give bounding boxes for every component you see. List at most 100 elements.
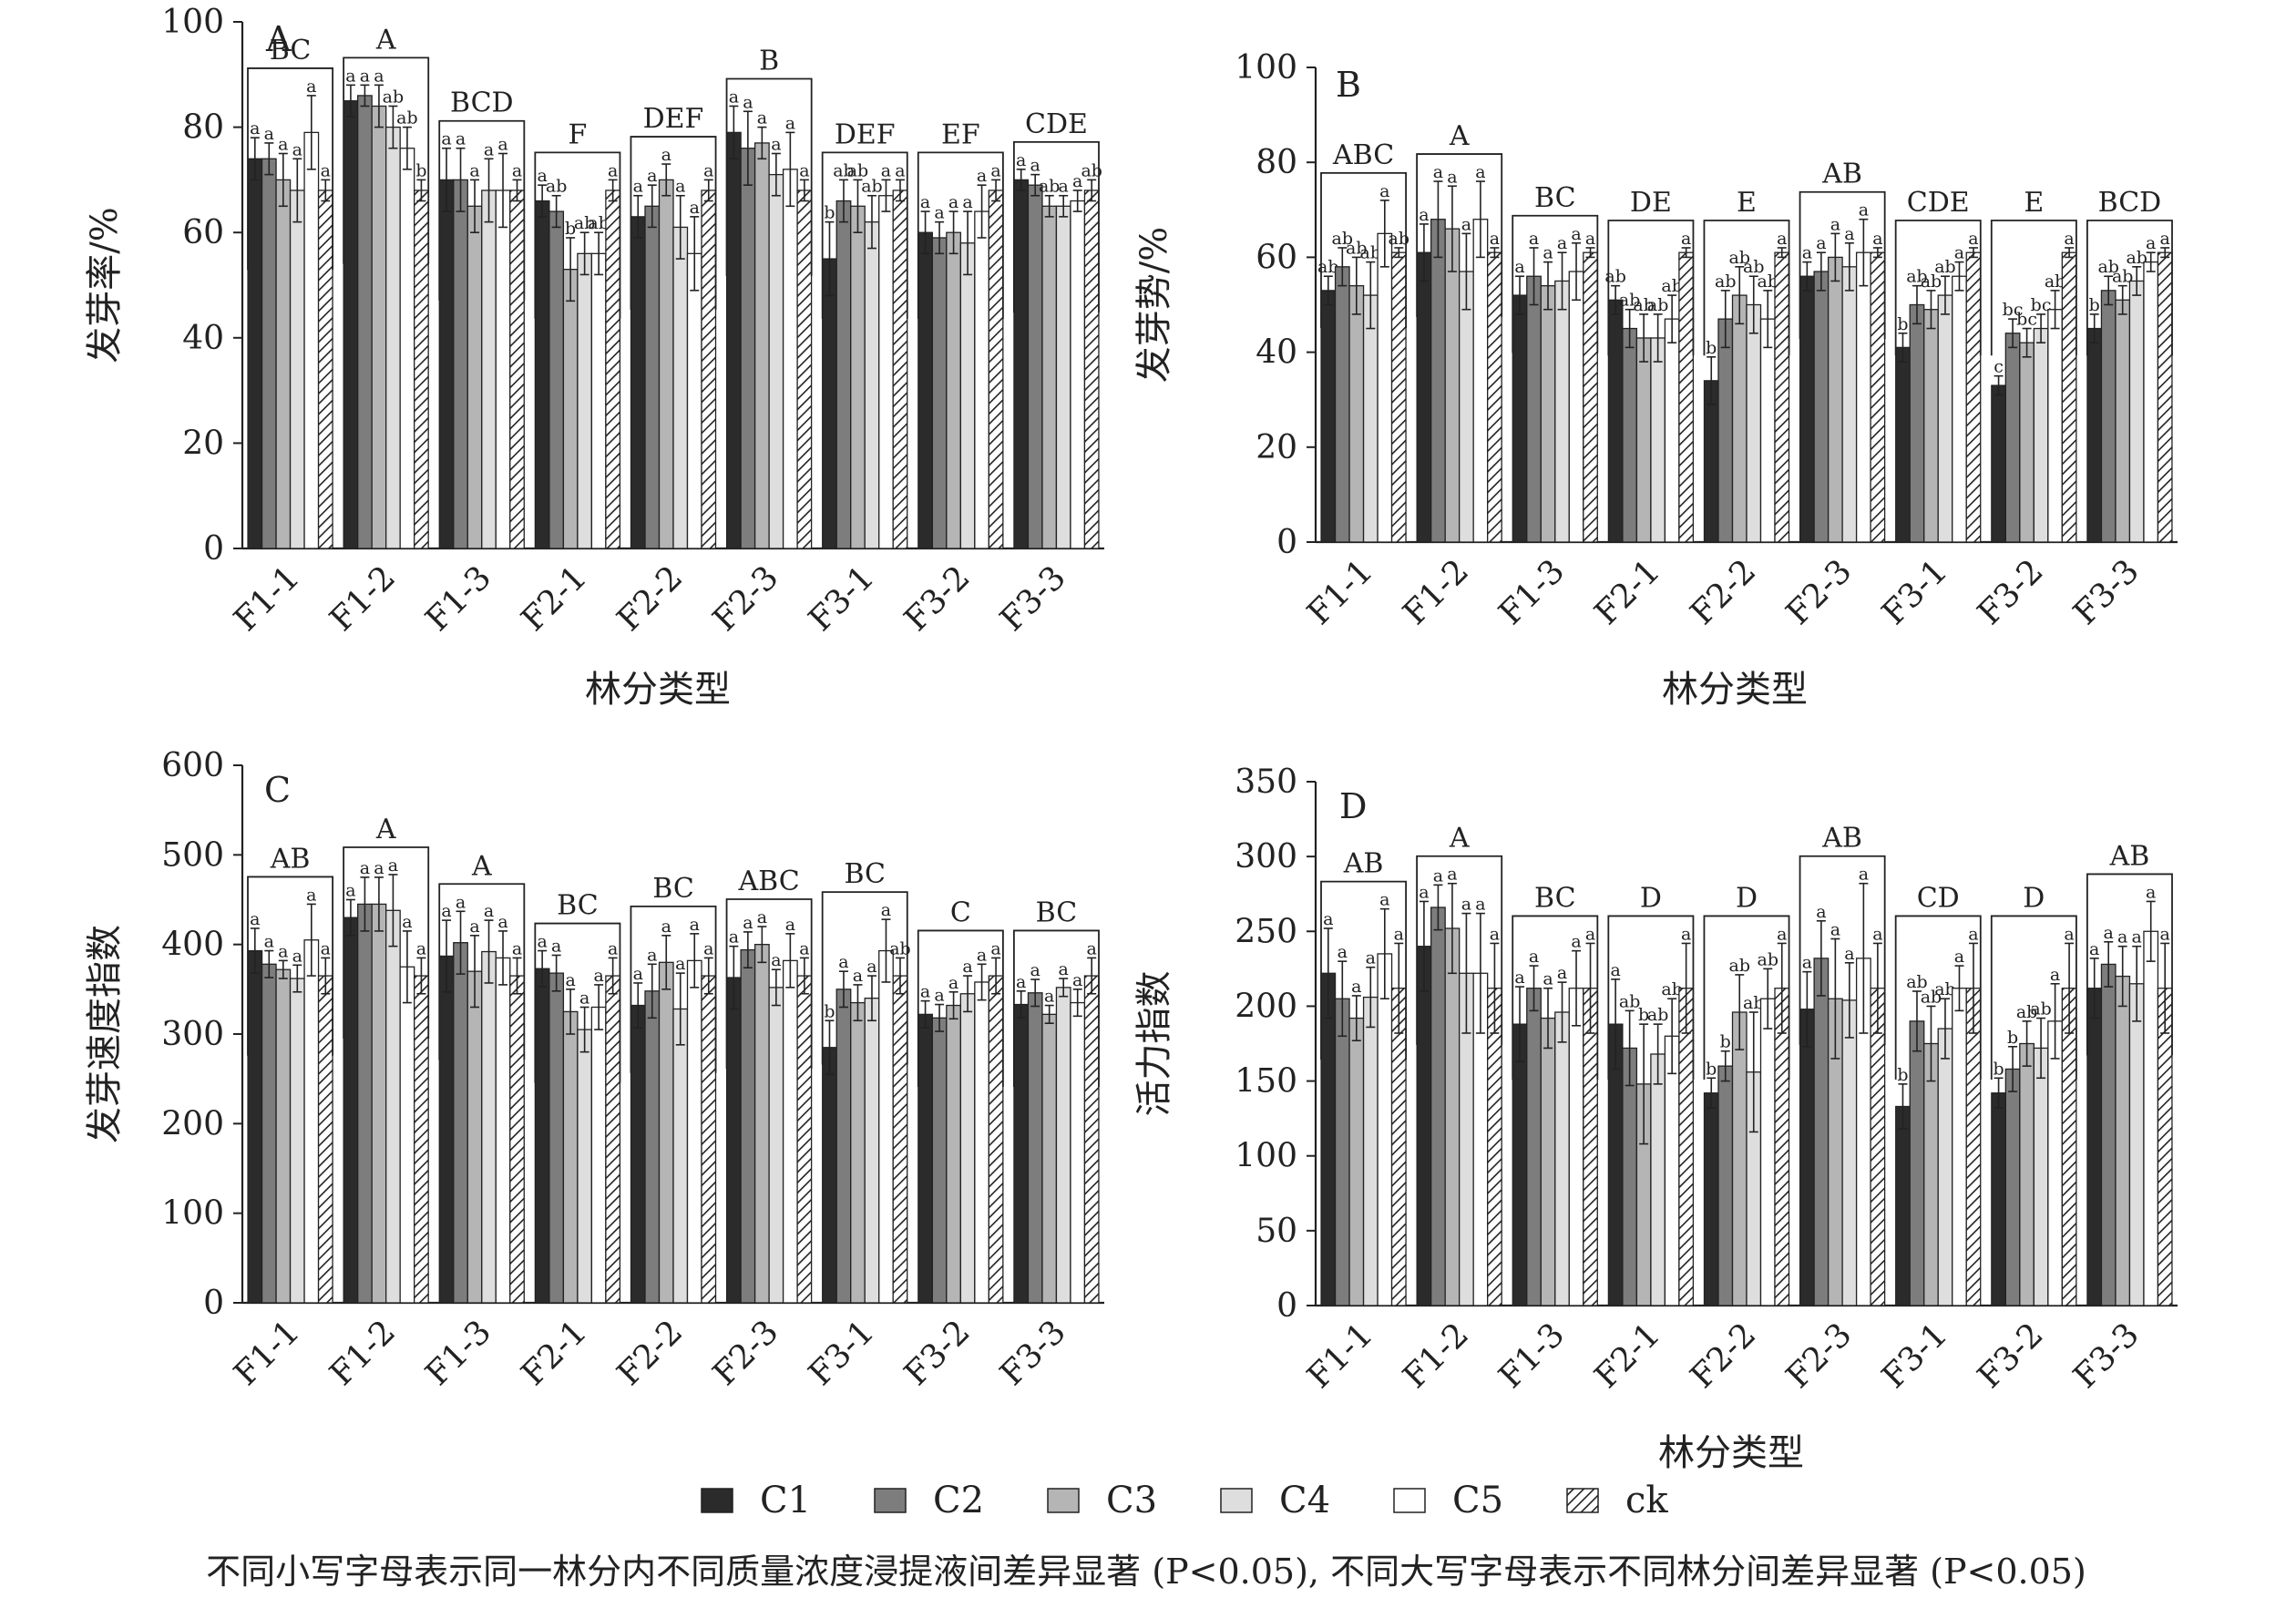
significance-letter: a [948, 973, 958, 993]
significance-letter: a [1394, 924, 1404, 944]
x-tick-label: F1-1 [227, 1313, 307, 1393]
bar [946, 1004, 961, 1304]
significance-letter: a [1030, 156, 1040, 176]
y-tick-label: 20 [1256, 429, 1297, 466]
bar [2115, 299, 2131, 543]
bar [399, 148, 415, 549]
bar [1650, 337, 1666, 543]
significance-letter: b [1993, 1059, 2004, 1079]
significance-letter: a [345, 66, 355, 86]
group-bracket [1607, 915, 1695, 1081]
bar [630, 1004, 646, 1304]
x-tick-label: F1-2 [323, 1313, 403, 1393]
bar [1348, 1017, 1365, 1306]
significance-letter: a [2146, 233, 2156, 253]
bar [1855, 251, 1871, 543]
significance-letter: a [306, 77, 316, 97]
significance-letter: a [1379, 181, 1389, 201]
bar [261, 158, 277, 549]
bar [672, 226, 689, 549]
chart-panel-D: 050100150200250300350D活力指数林分类型aaaaaaABF1… [1133, 763, 2178, 1474]
significance-letter: a [866, 957, 876, 977]
significance-letter: ab [1906, 267, 1928, 287]
legend-item-C1: C1 [701, 1480, 811, 1521]
significance-letter: a [2050, 965, 2060, 985]
significance-letter: a [1830, 920, 1840, 940]
significance-letter: a [537, 932, 547, 952]
significance-letter: a [1030, 960, 1040, 980]
significance-letter: a [895, 160, 905, 180]
bar [1731, 294, 1748, 543]
bar [1083, 190, 1100, 549]
bar [481, 950, 497, 1304]
bar [892, 975, 908, 1304]
significance-letter: ab [1332, 229, 1354, 249]
x-axis-label: 林分类型 [1658, 1432, 1804, 1474]
group-bracket [1012, 140, 1100, 313]
bar [1416, 251, 1432, 543]
x-tick-label: F2-3 [706, 558, 786, 639]
significance-letter: a [1777, 924, 1787, 944]
significance-letter: a [2160, 924, 2170, 944]
y-tick-label: 300 [1235, 838, 1297, 876]
significance-letter: a [1072, 970, 1082, 990]
significance-letter: a [1968, 229, 1978, 249]
bar [878, 195, 894, 549]
significance-letter: a [1338, 942, 1348, 962]
significance-letter: a [1433, 866, 1443, 886]
group-bracket [1799, 855, 1886, 1045]
x-tick-label: F2-3 [1779, 1316, 1860, 1396]
significance-letter: a [771, 950, 781, 970]
significance-letter: a [1087, 938, 1097, 958]
significance-letter: a [920, 192, 930, 212]
bar [686, 252, 702, 549]
bar-group: aaa aa aEF [917, 118, 1004, 549]
significance-letter: a [1447, 167, 1457, 187]
bar [686, 959, 702, 1304]
bar [1430, 907, 1446, 1306]
bar [1362, 996, 1379, 1306]
significance-letter: a [661, 917, 671, 937]
group-letter: BCD [450, 87, 514, 119]
group-bracket [1512, 214, 1599, 353]
significance-letter: a [703, 160, 713, 180]
bar [2143, 261, 2159, 543]
bar [988, 190, 1004, 549]
legend-label: C1 [760, 1480, 811, 1521]
group-bracket [725, 77, 813, 276]
legend-swatch [701, 1488, 733, 1513]
bar [317, 190, 333, 549]
bar [438, 179, 455, 549]
bar [1472, 219, 1489, 543]
bar [1055, 205, 1071, 549]
bar [1554, 280, 1570, 543]
y-tick-label: 350 [1235, 763, 1297, 801]
group-letter: EF [941, 118, 980, 150]
x-tick-label: F2-1 [515, 558, 595, 639]
group-bracket [438, 883, 526, 1060]
bar [1870, 988, 1886, 1306]
bar [1664, 1035, 1680, 1306]
bar [466, 970, 483, 1304]
significance-letter: a [250, 118, 260, 138]
significance-letter: a [633, 964, 643, 984]
group-letter: AB [1821, 823, 1862, 855]
significance-letter: a [1571, 932, 1581, 952]
bar [959, 993, 976, 1304]
significance-letter: c [1994, 357, 2004, 377]
significance-letter: a [2132, 927, 2142, 948]
bar [1320, 290, 1337, 543]
significance-letter: a [799, 938, 809, 958]
bar [959, 242, 976, 549]
significance-letter: a [264, 932, 274, 952]
significance-letter: a [1059, 959, 1069, 979]
bar [892, 190, 908, 549]
x-tick-label: F1-2 [1396, 1316, 1476, 1396]
bar [2061, 251, 2077, 543]
bar [768, 173, 784, 549]
